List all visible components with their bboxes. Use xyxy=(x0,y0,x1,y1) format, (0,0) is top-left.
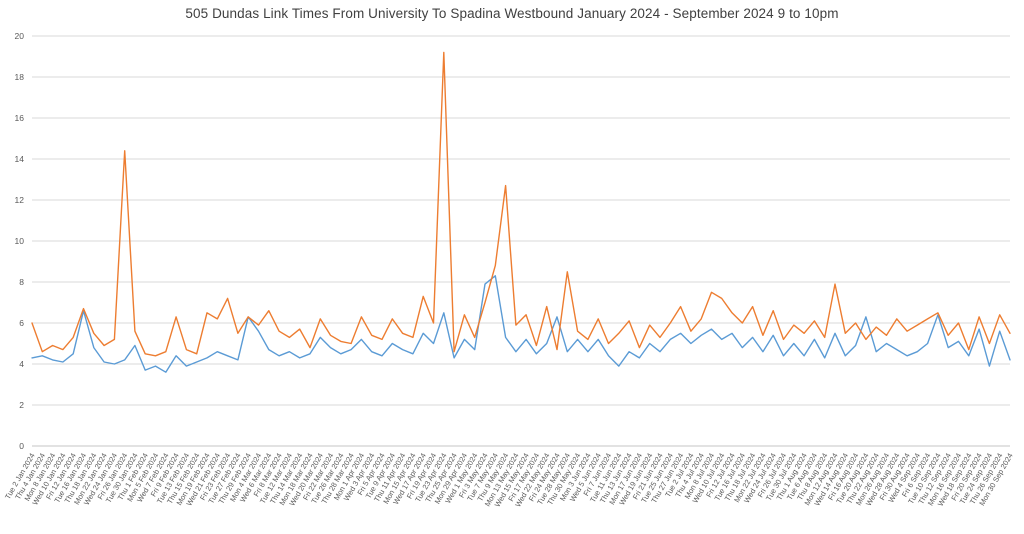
y-axis-tick-label: 8 xyxy=(19,277,24,287)
series-line-0 xyxy=(31,275,1011,373)
y-axis-tick-label: 2 xyxy=(19,400,24,410)
y-axis-tick-label: 16 xyxy=(15,113,25,123)
y-axis-tick-label: 4 xyxy=(19,359,24,369)
y-axis-tick-label: 18 xyxy=(15,72,25,82)
y-axis-tick-label: 14 xyxy=(15,154,25,164)
y-axis-tick-label: 6 xyxy=(19,318,24,328)
y-axis-tick-label: 12 xyxy=(15,195,25,205)
chart-title: 505 Dundas Link Times From University To… xyxy=(185,6,839,21)
series-line-1 xyxy=(31,51,1011,357)
y-axis-tick-label: 10 xyxy=(15,236,25,246)
y-axis-tick-label: 0 xyxy=(19,441,24,451)
y-axis-tick-label: 20 xyxy=(15,31,25,41)
